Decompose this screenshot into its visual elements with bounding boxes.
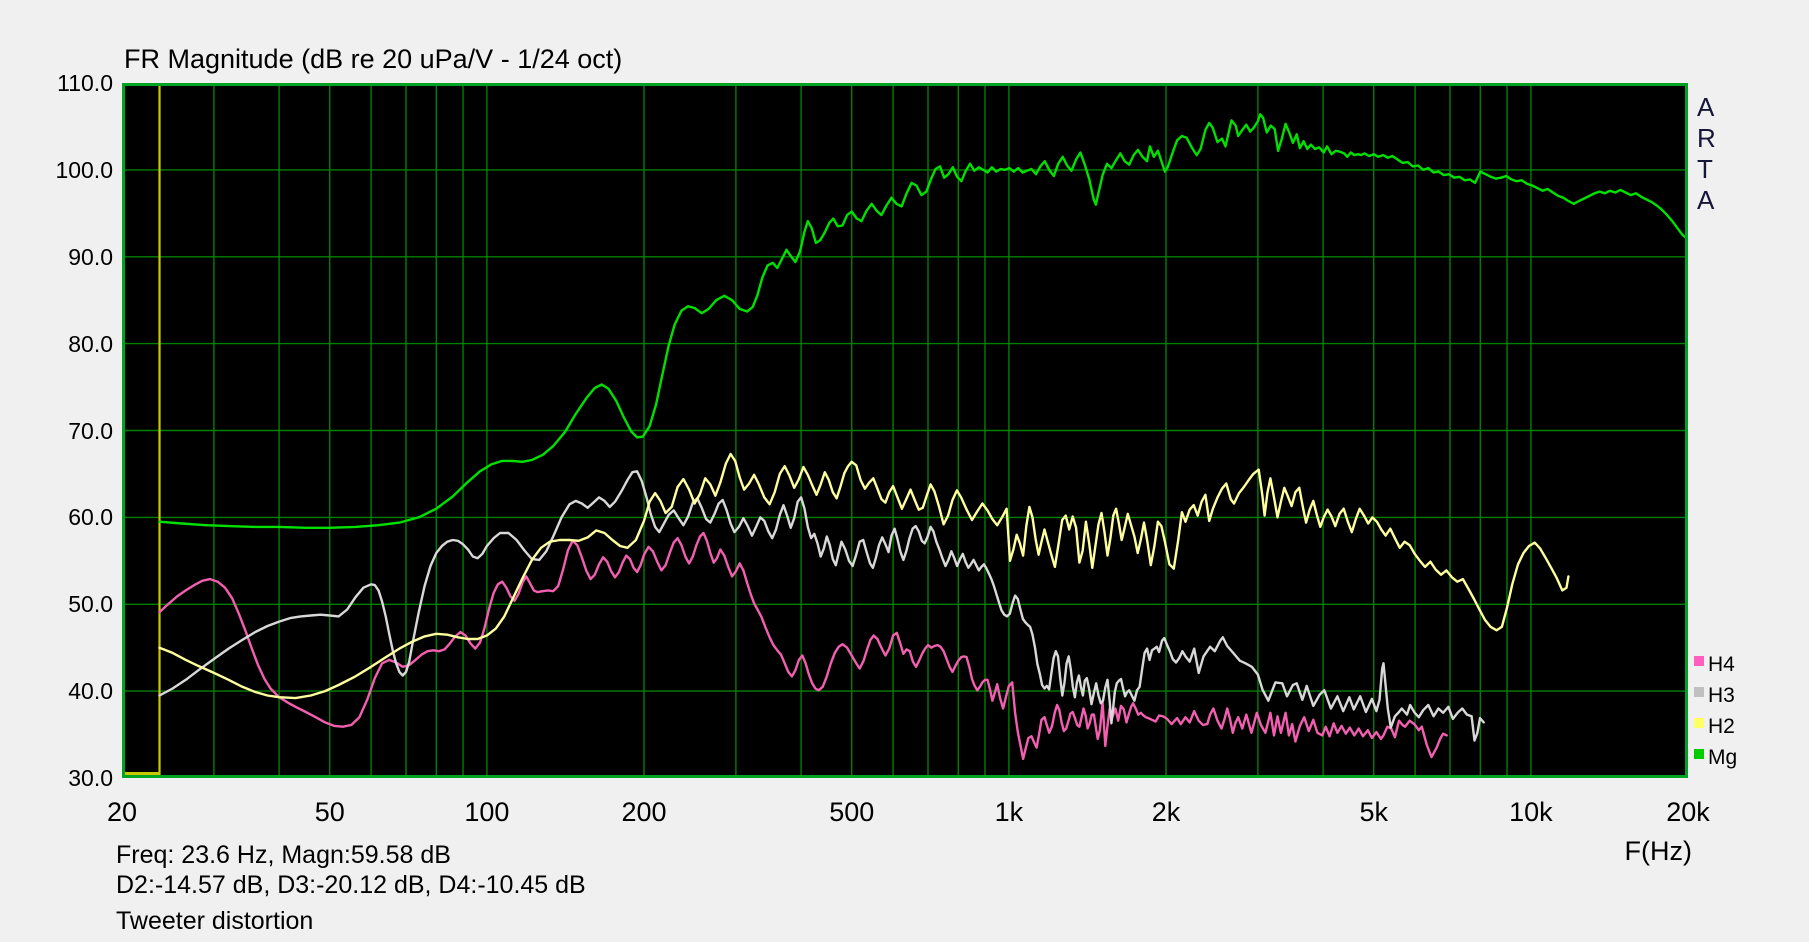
legend-item-mg: Mg bbox=[1694, 746, 1737, 772]
watermark-letter: T bbox=[1697, 154, 1713, 184]
y-tick-label: 110.0 bbox=[57, 70, 113, 96]
plot-frame bbox=[122, 83, 1688, 778]
y-tick-label: 60.0 bbox=[68, 504, 113, 531]
legend-swatch-mg bbox=[1694, 749, 1704, 759]
curve-h3 bbox=[158, 470, 1485, 742]
x-tick-label: 50 bbox=[314, 797, 345, 827]
y-tick-label: 100.0 bbox=[55, 156, 113, 183]
y-tick-label: 90.0 bbox=[68, 243, 113, 270]
x-tick-label: 10k bbox=[1509, 797, 1553, 827]
watermark-letter: A bbox=[1697, 92, 1715, 122]
page-title: FR Magnitude (dB re 20 uPa/V - 1/24 oct) bbox=[124, 44, 623, 74]
x-tick-label: 20 bbox=[106, 797, 138, 827]
y-tick-label: 30.0 bbox=[68, 765, 113, 791]
legend-swatch-h3 bbox=[1694, 687, 1704, 697]
x-tick-label: 100 bbox=[464, 797, 510, 827]
curve-h4 bbox=[158, 531, 1448, 761]
y-tick-label: 50.0 bbox=[68, 591, 113, 618]
legend-item-h4: H4 bbox=[1694, 653, 1735, 679]
status-distortion-readout: D2:-14.57 dB, D3:-20.12 dB, D4:-10.45 dB bbox=[116, 871, 586, 899]
x-tick-label: 1k bbox=[994, 797, 1024, 827]
legend-item-h2: H2 bbox=[1694, 715, 1735, 741]
x-tick-label: 2k bbox=[1151, 797, 1181, 827]
y-tick-label: 70.0 bbox=[68, 417, 113, 444]
fr-plot[interactable] bbox=[122, 83, 1688, 778]
y-tick-label: 40.0 bbox=[68, 678, 113, 705]
legend-label: H4 bbox=[1708, 653, 1735, 676]
watermark-letter: R bbox=[1697, 123, 1716, 153]
status-cursor-readout: Freq: 23.6 Hz, Magn:59.58 dB bbox=[116, 841, 451, 869]
legend-label: H3 bbox=[1708, 684, 1735, 707]
x-tick-label: 20k bbox=[1666, 797, 1710, 827]
x-tick-label: 500 bbox=[829, 797, 875, 827]
x-tick-label: 5k bbox=[1359, 797, 1388, 827]
status-measurement-name: Tweeter distortion bbox=[116, 907, 314, 935]
legend-item-h3: H3 bbox=[1694, 684, 1735, 710]
curve-h2 bbox=[158, 452, 1570, 700]
x-tick-label: 200 bbox=[621, 797, 667, 827]
plot-area[interactable] bbox=[122, 83, 1688, 778]
legend-label: Mg bbox=[1708, 746, 1738, 769]
legend-label: H2 bbox=[1708, 715, 1735, 738]
curve-mg bbox=[158, 113, 1688, 529]
x-axis-unit-label: F(Hz) bbox=[1624, 836, 1692, 866]
y-tick-label: 80.0 bbox=[68, 330, 113, 357]
legend-swatch-h2 bbox=[1694, 718, 1704, 728]
watermark-letter: A bbox=[1697, 185, 1715, 215]
legend-swatch-h4 bbox=[1694, 656, 1704, 666]
